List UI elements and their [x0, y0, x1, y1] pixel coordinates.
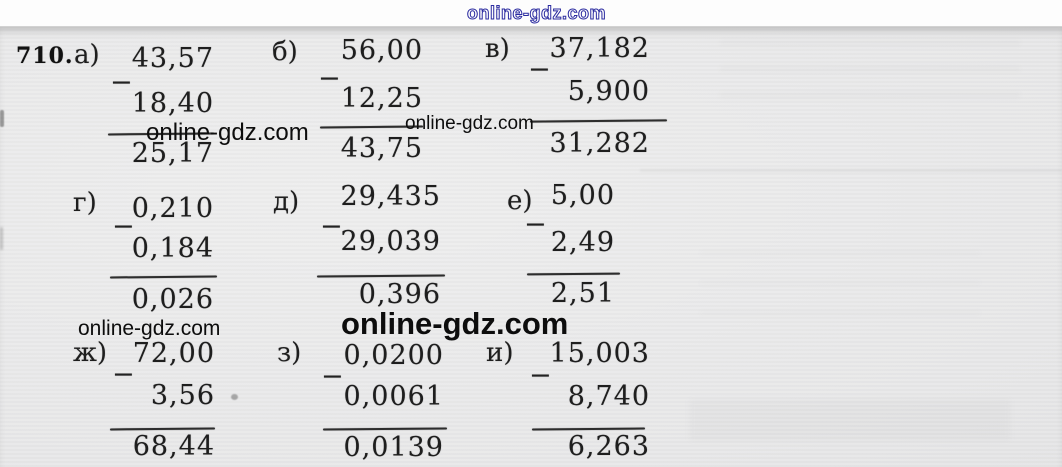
- difference: 2,51: [550, 278, 615, 309]
- minus-icon: −: [112, 359, 135, 390]
- minuend: 43,57: [131, 43, 214, 74]
- minuend: 72,00: [132, 338, 215, 369]
- difference: 68,44: [132, 431, 215, 462]
- problem-label-b: б): [272, 37, 298, 67]
- subtrahend: 3,56: [150, 380, 215, 411]
- scanned-page: [0, 26, 1062, 467]
- problem-label-z: з): [277, 338, 302, 368]
- subtrahend: 0,184: [131, 233, 214, 264]
- site-watermark-header: online-gdz.com: [467, 3, 607, 23]
- problem-label-i: и): [486, 338, 514, 368]
- difference: 43,75: [340, 133, 423, 164]
- difference: 0,026: [131, 284, 214, 315]
- difference: 25,17: [131, 138, 214, 169]
- difference: 6,263: [567, 431, 650, 462]
- minus-icon: −: [320, 211, 343, 242]
- minus-icon: −: [321, 361, 344, 392]
- subtrahend: 29,039: [340, 226, 441, 257]
- problem-label-a: а): [74, 40, 100, 70]
- problem-label-e: е): [507, 186, 533, 216]
- subtrahend: 12,25: [340, 83, 423, 114]
- site-watermark: online-gdz.com: [341, 306, 569, 341]
- subtrahend: 8,740: [567, 381, 650, 412]
- problem-label-v: в): [485, 34, 510, 64]
- subtrahend: 2,49: [550, 227, 615, 258]
- problem-label-d: д): [273, 187, 300, 217]
- minus-icon: −: [318, 63, 341, 94]
- problem-label-g: г): [73, 188, 97, 218]
- minuend: 15,003: [549, 338, 650, 369]
- minuend: 56,00: [340, 35, 423, 66]
- minuend: 37,182: [549, 33, 650, 64]
- subtrahend: 0,0061: [343, 381, 444, 412]
- subtrahend: 5,900: [567, 76, 650, 107]
- minus-icon: −: [528, 54, 551, 85]
- subtrahend: 18,40: [131, 88, 214, 119]
- problem-label-zh: ж): [73, 338, 108, 368]
- minus-icon: −: [524, 209, 547, 240]
- site-watermark: online-gdz.com: [78, 317, 221, 340]
- minuend: 0,210: [131, 193, 214, 224]
- minuend: 0,0200: [343, 340, 444, 371]
- minus-icon: −: [529, 360, 552, 391]
- minus-icon: −: [110, 67, 133, 98]
- site-watermark: online-gdz.com: [405, 113, 534, 134]
- minuend: 29,435: [340, 181, 441, 212]
- minus-icon: −: [112, 211, 135, 242]
- difference: 0,0139: [343, 432, 444, 463]
- minuend: 5,00: [550, 180, 615, 211]
- difference: 0,396: [358, 279, 441, 310]
- difference: 31,282: [549, 128, 650, 159]
- site-watermark: online-gdz.com: [146, 119, 309, 146]
- exercise-number: 710.: [16, 43, 74, 69]
